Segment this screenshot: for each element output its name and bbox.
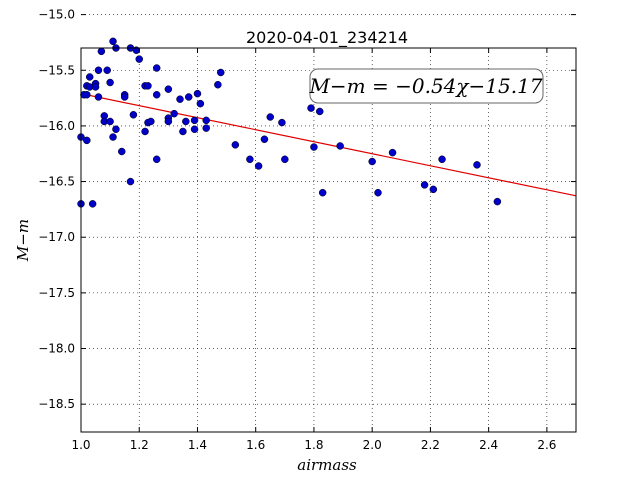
data-point bbox=[388, 148, 397, 157]
data-point bbox=[97, 47, 106, 56]
x-tick-label: 1.6 bbox=[246, 438, 265, 452]
data-point bbox=[266, 113, 275, 121]
annotation-box bbox=[309, 68, 544, 104]
data-point bbox=[109, 133, 117, 141]
x-tick-label: 1.0 bbox=[71, 438, 90, 452]
x-tick-label: 1.4 bbox=[188, 438, 207, 452]
data-point bbox=[184, 93, 193, 101]
data-point bbox=[202, 124, 210, 132]
data-point bbox=[170, 109, 178, 118]
data-point bbox=[193, 89, 202, 98]
data-point bbox=[202, 116, 210, 125]
data-point bbox=[106, 117, 114, 126]
data-point bbox=[214, 80, 222, 89]
x-tick-labels: 1.0 1.2 1.4 1.6 1.8 2.0 2.2 2.4 2.6 bbox=[71, 438, 556, 452]
chart-title: 2020-04-01_234214 bbox=[246, 28, 408, 48]
data-point bbox=[152, 64, 161, 72]
data-point bbox=[83, 90, 91, 99]
axis-ticks bbox=[80, 14, 576, 432]
data-point bbox=[106, 78, 114, 87]
x-tick-label: 2.4 bbox=[479, 438, 498, 452]
data-point bbox=[278, 118, 286, 127]
data-point bbox=[85, 73, 94, 81]
data-point bbox=[164, 117, 173, 126]
data-point bbox=[281, 155, 289, 164]
y-tick-labels: −15.0 −15.5 −16.0 −16.5 −17.0 −17.5 −18.0 −18.5 bbox=[38, 8, 75, 412]
y-tick-label: −17.0 bbox=[38, 230, 75, 244]
data-point bbox=[190, 116, 199, 125]
y-tick-label: −16.0 bbox=[38, 119, 75, 133]
data-point bbox=[152, 155, 161, 164]
data-point bbox=[144, 82, 152, 90]
y-tick-label: −15.0 bbox=[38, 8, 75, 22]
data-point bbox=[129, 111, 138, 119]
data-point bbox=[83, 136, 91, 145]
data-point bbox=[374, 188, 382, 197]
data-point bbox=[94, 66, 103, 75]
data-point bbox=[176, 95, 184, 103]
data-point bbox=[420, 181, 429, 189]
x-tick-label: 2.2 bbox=[421, 438, 440, 452]
data-point bbox=[120, 93, 129, 101]
data-point bbox=[179, 127, 187, 136]
data-point bbox=[429, 185, 438, 194]
y-tick-label: −16.5 bbox=[38, 175, 75, 189]
data-point bbox=[217, 68, 225, 77]
y-tick-label: −18.0 bbox=[38, 342, 75, 356]
data-point bbox=[246, 155, 254, 164]
x-tick-label: 2.0 bbox=[363, 438, 382, 452]
data-point bbox=[310, 143, 318, 151]
data-point bbox=[368, 157, 376, 166]
data-point bbox=[473, 161, 481, 169]
y-tick-label: −17.5 bbox=[38, 286, 75, 300]
data-point bbox=[182, 117, 190, 126]
data-point bbox=[254, 162, 263, 170]
y-tick-label: −18.5 bbox=[38, 397, 75, 411]
plot-frame bbox=[80, 47, 577, 433]
data-point bbox=[135, 55, 143, 63]
data-point bbox=[231, 141, 240, 149]
data-point bbox=[147, 117, 155, 126]
data-point bbox=[438, 155, 446, 164]
data-point bbox=[141, 127, 149, 136]
data-point bbox=[318, 188, 327, 197]
data-points bbox=[77, 37, 502, 208]
fit-annotation: M−m = −0.54χ−15.17 bbox=[308, 68, 544, 104]
data-point bbox=[196, 99, 205, 108]
data-point bbox=[103, 66, 111, 75]
data-point bbox=[152, 90, 161, 99]
annotation-text: M−m = −0.54χ−15.17 bbox=[308, 74, 542, 98]
grid-lines bbox=[80, 14, 576, 432]
x-tick-label: 1.8 bbox=[304, 438, 323, 452]
data-point bbox=[109, 37, 117, 46]
data-point bbox=[94, 93, 103, 101]
x-tick-label: 1.2 bbox=[130, 438, 149, 452]
x-tick-label: 2.6 bbox=[537, 438, 556, 452]
y-tick-label: −15.5 bbox=[38, 63, 75, 77]
data-point bbox=[126, 177, 135, 186]
fit-line bbox=[80, 93, 577, 197]
data-point bbox=[493, 197, 502, 206]
data-point bbox=[190, 125, 199, 134]
data-point bbox=[260, 135, 269, 144]
data-point bbox=[118, 147, 126, 156]
x-axis-label: airmass bbox=[297, 456, 357, 474]
data-point bbox=[112, 125, 120, 134]
data-point bbox=[336, 142, 344, 150]
data-point bbox=[88, 200, 97, 208]
data-point bbox=[164, 85, 173, 93]
data-point bbox=[307, 104, 315, 112]
fit-line-group bbox=[80, 93, 577, 197]
data-point bbox=[91, 83, 100, 91]
y-axis-label: M−m bbox=[14, 219, 32, 262]
data-point bbox=[316, 107, 324, 116]
